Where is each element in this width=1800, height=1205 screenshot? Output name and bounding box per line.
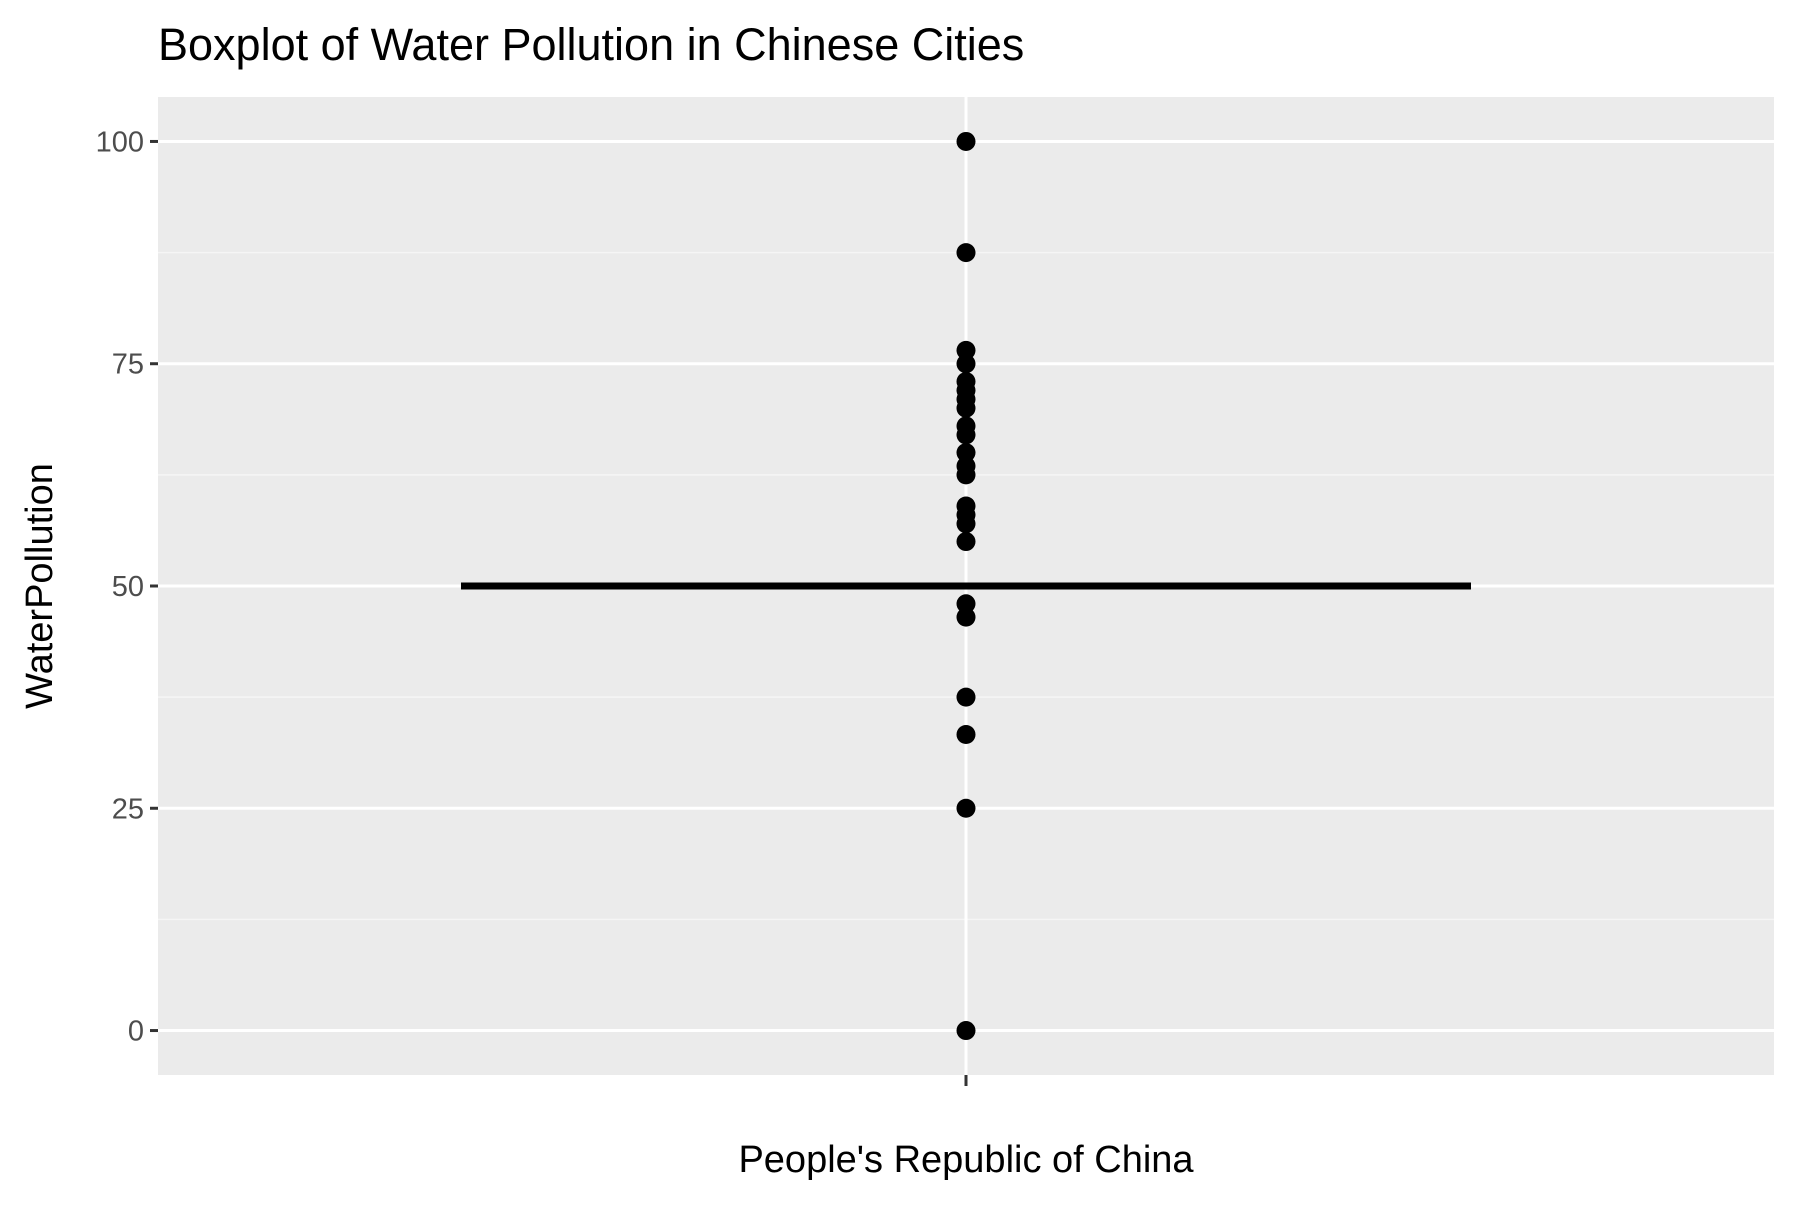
outlier-point: [956, 798, 976, 818]
y-tick-label: 100: [96, 126, 144, 158]
outlier-point: [956, 354, 976, 374]
outlier-point: [956, 443, 976, 463]
outlier-point: [956, 398, 976, 418]
chart-title: Boxplot of Water Pollution in Chinese Ci…: [158, 19, 1024, 70]
outlier-point: [956, 1021, 976, 1041]
x-axis: People's Republic of China: [738, 1075, 1194, 1181]
chart-marks: [461, 131, 1471, 1041]
outlier-point: [956, 340, 976, 360]
y-tick-label: 25: [112, 793, 144, 825]
outlier-point: [956, 594, 976, 614]
outlier-point: [956, 465, 976, 485]
outlier-point: [956, 532, 976, 552]
outlier-point: [956, 131, 976, 151]
y-axis-title: WaterPollution: [19, 463, 61, 709]
x-category-label: People's Republic of China: [738, 1139, 1194, 1181]
outlier-point: [956, 243, 976, 263]
y-axis: 0 25 50 75 100: [96, 126, 158, 1048]
y-tick-label: 75: [112, 349, 144, 381]
outlier-point: [956, 607, 976, 627]
outlier-point: [956, 724, 976, 744]
outlier-point: [956, 514, 976, 534]
outlier-point: [956, 425, 976, 445]
y-tick-label: 0: [128, 1016, 144, 1048]
y-tick-label: 50: [112, 571, 144, 603]
outlier-point: [956, 687, 976, 707]
